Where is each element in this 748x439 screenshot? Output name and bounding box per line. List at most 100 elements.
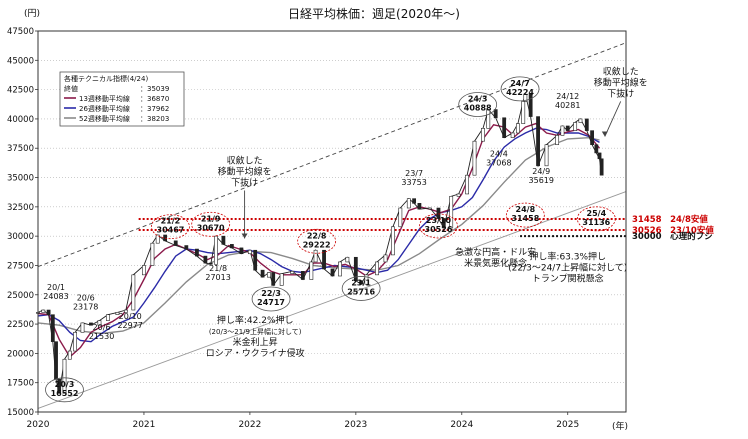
price-candle: [330, 268, 335, 277]
y-tick-label: 35000: [7, 174, 34, 184]
price-candle: [510, 132, 515, 138]
price-candle: [375, 261, 379, 276]
legend-value: ：37962: [140, 105, 169, 113]
annotation-label: 23/1: [351, 278, 371, 287]
price-candle: [313, 249, 318, 263]
note-text: 移動平均線を: [594, 76, 648, 88]
note-text: 下抜け: [231, 176, 258, 188]
price-candle: [523, 94, 528, 102]
price-candle: [54, 341, 58, 380]
y-tick-label: 32500: [7, 203, 34, 213]
price-candle: [80, 322, 85, 333]
price-candle: [46, 309, 51, 315]
price-candle: [417, 203, 422, 210]
price-candle: [253, 249, 258, 271]
legend-rows: 終値 ：35039 13週移動平均線 ：36870 26週移動平均線 ：37962 52週移…: [64, 84, 169, 123]
price-candle: [398, 207, 403, 228]
price-candle: [221, 235, 226, 245]
annotation-circle: [151, 214, 190, 240]
price-candle: [338, 261, 342, 277]
price-candle: [290, 271, 295, 274]
note-text: ロシア・ウクライナ侵攻: [206, 347, 305, 359]
price-candle: [449, 195, 454, 229]
x-tick-label: 2022: [238, 420, 261, 430]
annotation-label: 24/12: [556, 92, 579, 101]
price-candle: [89, 322, 93, 326]
price-candle: [565, 125, 570, 131]
annotation-label: 23178: [73, 302, 98, 311]
price-candle: [521, 101, 526, 124]
annotation-label: 24083: [43, 292, 68, 301]
note-text: 押し率:42.2%押し: [217, 314, 294, 326]
annotation-label: 22/3: [261, 289, 281, 298]
legend-name: 13週移動平均線: [79, 94, 130, 103]
price-candle: [481, 128, 485, 142]
y-tick-label: 27500: [7, 261, 34, 271]
x-tick-label: 2025: [556, 420, 579, 430]
legend-value: ：36870: [140, 95, 169, 103]
annotation-label: 40888: [464, 104, 492, 113]
price-candle: [195, 248, 199, 257]
note-text: 下抜け: [607, 87, 634, 99]
annotation-circle: [251, 286, 291, 312]
annotation-label: 24/3: [468, 95, 488, 104]
price-candle: [465, 174, 469, 195]
legend-value: ：35039: [140, 85, 169, 93]
y-tick-label: 17500: [7, 379, 34, 389]
annotation-label: 20/3: [55, 380, 75, 389]
annotation-label: 24/4: [490, 149, 508, 158]
annotation-label: 30467: [157, 226, 185, 235]
note-text: (20/3～21/9上昇幅に対して): [209, 327, 302, 336]
annotation-label: 23/7: [405, 169, 423, 178]
annotation-label: 23/10: [426, 216, 452, 225]
price-candle: [584, 118, 589, 131]
annotation-circle: [576, 206, 616, 232]
price-candle: [62, 358, 67, 394]
price-candle: [597, 152, 602, 160]
annotation-circle: [458, 92, 498, 117]
note-text: 米金利上昇: [233, 336, 278, 348]
annotation-label: 29222: [303, 240, 331, 249]
price-candle: [502, 117, 507, 138]
price-candle: [260, 269, 265, 278]
price-candle: [73, 331, 77, 352]
y-axis-unit: (円): [24, 8, 40, 19]
legend-title: 各種テクニカル指標(4/24): [64, 74, 148, 83]
price-candle: [155, 234, 160, 244]
annotation-label: 21/9: [201, 214, 221, 223]
legend-name: 終値: [64, 84, 78, 93]
annotation-label: 20/6: [93, 323, 111, 332]
note-text: 押し率:63.3%押し: [529, 251, 606, 263]
legend-name: 26週移動平均線: [79, 104, 130, 113]
price-candle: [516, 123, 520, 134]
annotation-label: 30526: [425, 225, 453, 234]
price-candle: [184, 245, 189, 250]
note-arrow: [604, 101, 622, 137]
annotation-label: 21/8: [209, 264, 227, 273]
x-tick-label: 2023: [344, 420, 367, 430]
annotation-label: 22/8: [307, 231, 327, 240]
annotation-label: 40281: [555, 101, 580, 110]
y-tick-label: 45000: [7, 56, 34, 66]
annotation-circle: [341, 276, 381, 301]
price-candle: [560, 125, 565, 136]
annotation-circle: [45, 377, 84, 403]
price-candle: [441, 218, 446, 229]
grid-lines: [38, 60, 626, 383]
note-arrowhead: [241, 233, 248, 239]
trendline-label: 30000 心理的フシ: [632, 231, 713, 242]
price-candle: [50, 314, 55, 342]
legend-name: 52週移動平均線: [79, 114, 130, 123]
annotation-label: 24/7: [510, 79, 530, 88]
note-text: トランプ関税懸念: [532, 273, 604, 285]
price-candle: [214, 235, 218, 265]
annotation-label: 25716: [347, 287, 375, 296]
y-tick-label: 20000: [7, 349, 34, 359]
x-axis-unit: (年): [612, 420, 628, 432]
plot-frame: [37, 30, 627, 413]
price-candle: [131, 274, 136, 311]
annotation-label: 24/8: [516, 205, 536, 214]
annotation-label: 37068: [486, 158, 511, 167]
